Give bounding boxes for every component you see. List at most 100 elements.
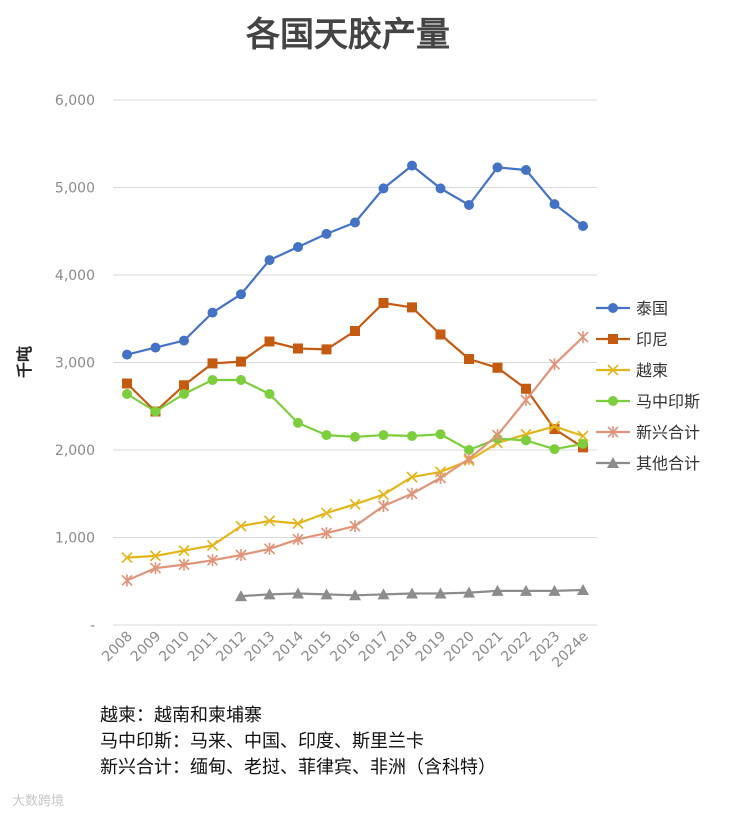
data-point: [578, 438, 588, 449]
data-point: [150, 342, 161, 353]
data-point: [578, 221, 588, 231]
data-point: [608, 396, 618, 406]
legend-label: 泰国: [636, 299, 668, 318]
data-point: [293, 242, 303, 252]
x-tick-label: 2016: [327, 628, 364, 665]
y-tick-label: 1,000: [55, 531, 95, 547]
data-point: [577, 331, 589, 344]
x-tick-label: 2015: [299, 629, 336, 666]
data-point: [320, 527, 333, 540]
line-chart: 各国天胶产量 千吨 - 1,000 2,000 3,000 4,000 5,000 6,00…: [15, 15, 700, 671]
series-5: [235, 584, 589, 602]
data-point: [263, 542, 276, 555]
data-point: [607, 457, 619, 468]
y-tick-label: -: [90, 618, 95, 634]
data-point: [179, 335, 189, 346]
data-point: [263, 588, 276, 600]
x-tick-label: 2010: [156, 629, 193, 666]
x-tick-label: 2020: [441, 629, 478, 666]
legend-label: 马中印斯: [636, 392, 700, 411]
series-group: [121, 160, 589, 602]
data-point: [122, 378, 132, 389]
data-point: [292, 533, 304, 546]
x-tick-label: 2014: [270, 628, 307, 665]
data-point: [548, 358, 561, 371]
data-point: [350, 217, 360, 228]
data-point: [407, 431, 417, 441]
data-point: [548, 420, 561, 432]
data-point: [549, 424, 560, 434]
data-point: [320, 588, 333, 600]
series-0: [122, 160, 588, 360]
data-point: [521, 435, 531, 446]
data-point: [293, 343, 303, 354]
data-point: [491, 584, 504, 596]
data-point: [492, 162, 503, 173]
data-point: [264, 255, 275, 266]
legend-label: 其他合计: [636, 454, 700, 473]
data-point: [435, 329, 446, 340]
data-point: [349, 520, 361, 533]
x-tick-label: 2018: [384, 629, 421, 666]
data-point: [350, 431, 360, 442]
data-point: [264, 389, 275, 399]
data-point: [520, 584, 532, 596]
data-point: [435, 429, 446, 440]
data-point: [235, 590, 247, 602]
data-point: [435, 183, 446, 194]
y-tick-label: 2,000: [55, 443, 95, 459]
legend-item: 马中印斯: [596, 392, 700, 411]
x-tick-label: 2011: [185, 629, 222, 666]
x-tick-label: 2021: [470, 629, 507, 666]
data-point: [549, 199, 560, 210]
note-mazhongyinsi: 马中印斯：马来、中国、印度、斯里兰卡: [100, 731, 424, 752]
legend-label: 新兴合计: [636, 423, 700, 442]
y-tick-label: 5,000: [55, 181, 95, 197]
x-tick-label: 2013: [242, 629, 279, 666]
data-point: [549, 444, 560, 455]
data-point: [608, 303, 618, 313]
data-point: [434, 587, 447, 599]
grid-lines: [113, 99, 597, 626]
data-point: [178, 558, 190, 571]
series-line: [126, 301, 584, 449]
legend-label: 越柬: [636, 361, 668, 380]
data-point: [179, 380, 189, 391]
data-point: [463, 586, 475, 598]
data-point: [491, 429, 504, 442]
data-point: [607, 364, 619, 376]
data-point: [178, 545, 190, 557]
data-point: [320, 507, 333, 519]
data-point: [378, 183, 389, 194]
data-point: [521, 383, 531, 394]
x-tick-labels: 2008200920102011201220132014201520162017…: [99, 628, 592, 671]
data-point: [548, 584, 561, 596]
data-point: [263, 515, 276, 527]
x-tick-label: 2019: [413, 629, 450, 666]
data-point: [235, 549, 247, 561]
data-point: [321, 430, 332, 441]
data-point: [378, 430, 389, 441]
legend-item: 泰国: [596, 299, 668, 318]
y-tick-label: 6,000: [55, 93, 95, 109]
data-point: [236, 375, 246, 385]
data-point: [122, 389, 132, 399]
series-2: [121, 420, 589, 564]
data-point: [321, 344, 332, 355]
data-point: [149, 562, 162, 575]
data-point: [521, 165, 531, 175]
data-point: [608, 334, 618, 344]
data-point: [377, 489, 390, 501]
y-tick-labels: - 1,000 2,000 3,000 4,000 5,000 6,000: [55, 93, 95, 634]
series-1: [122, 298, 588, 453]
data-point: [236, 356, 246, 367]
data-point: [378, 298, 389, 308]
y-tick-label: 4,000: [55, 268, 95, 284]
data-point: [406, 487, 418, 500]
data-point: [407, 160, 417, 171]
data-point: [206, 554, 219, 567]
data-point: [350, 326, 360, 336]
legend-item: 新兴合计: [596, 423, 700, 442]
data-point: [463, 452, 475, 465]
